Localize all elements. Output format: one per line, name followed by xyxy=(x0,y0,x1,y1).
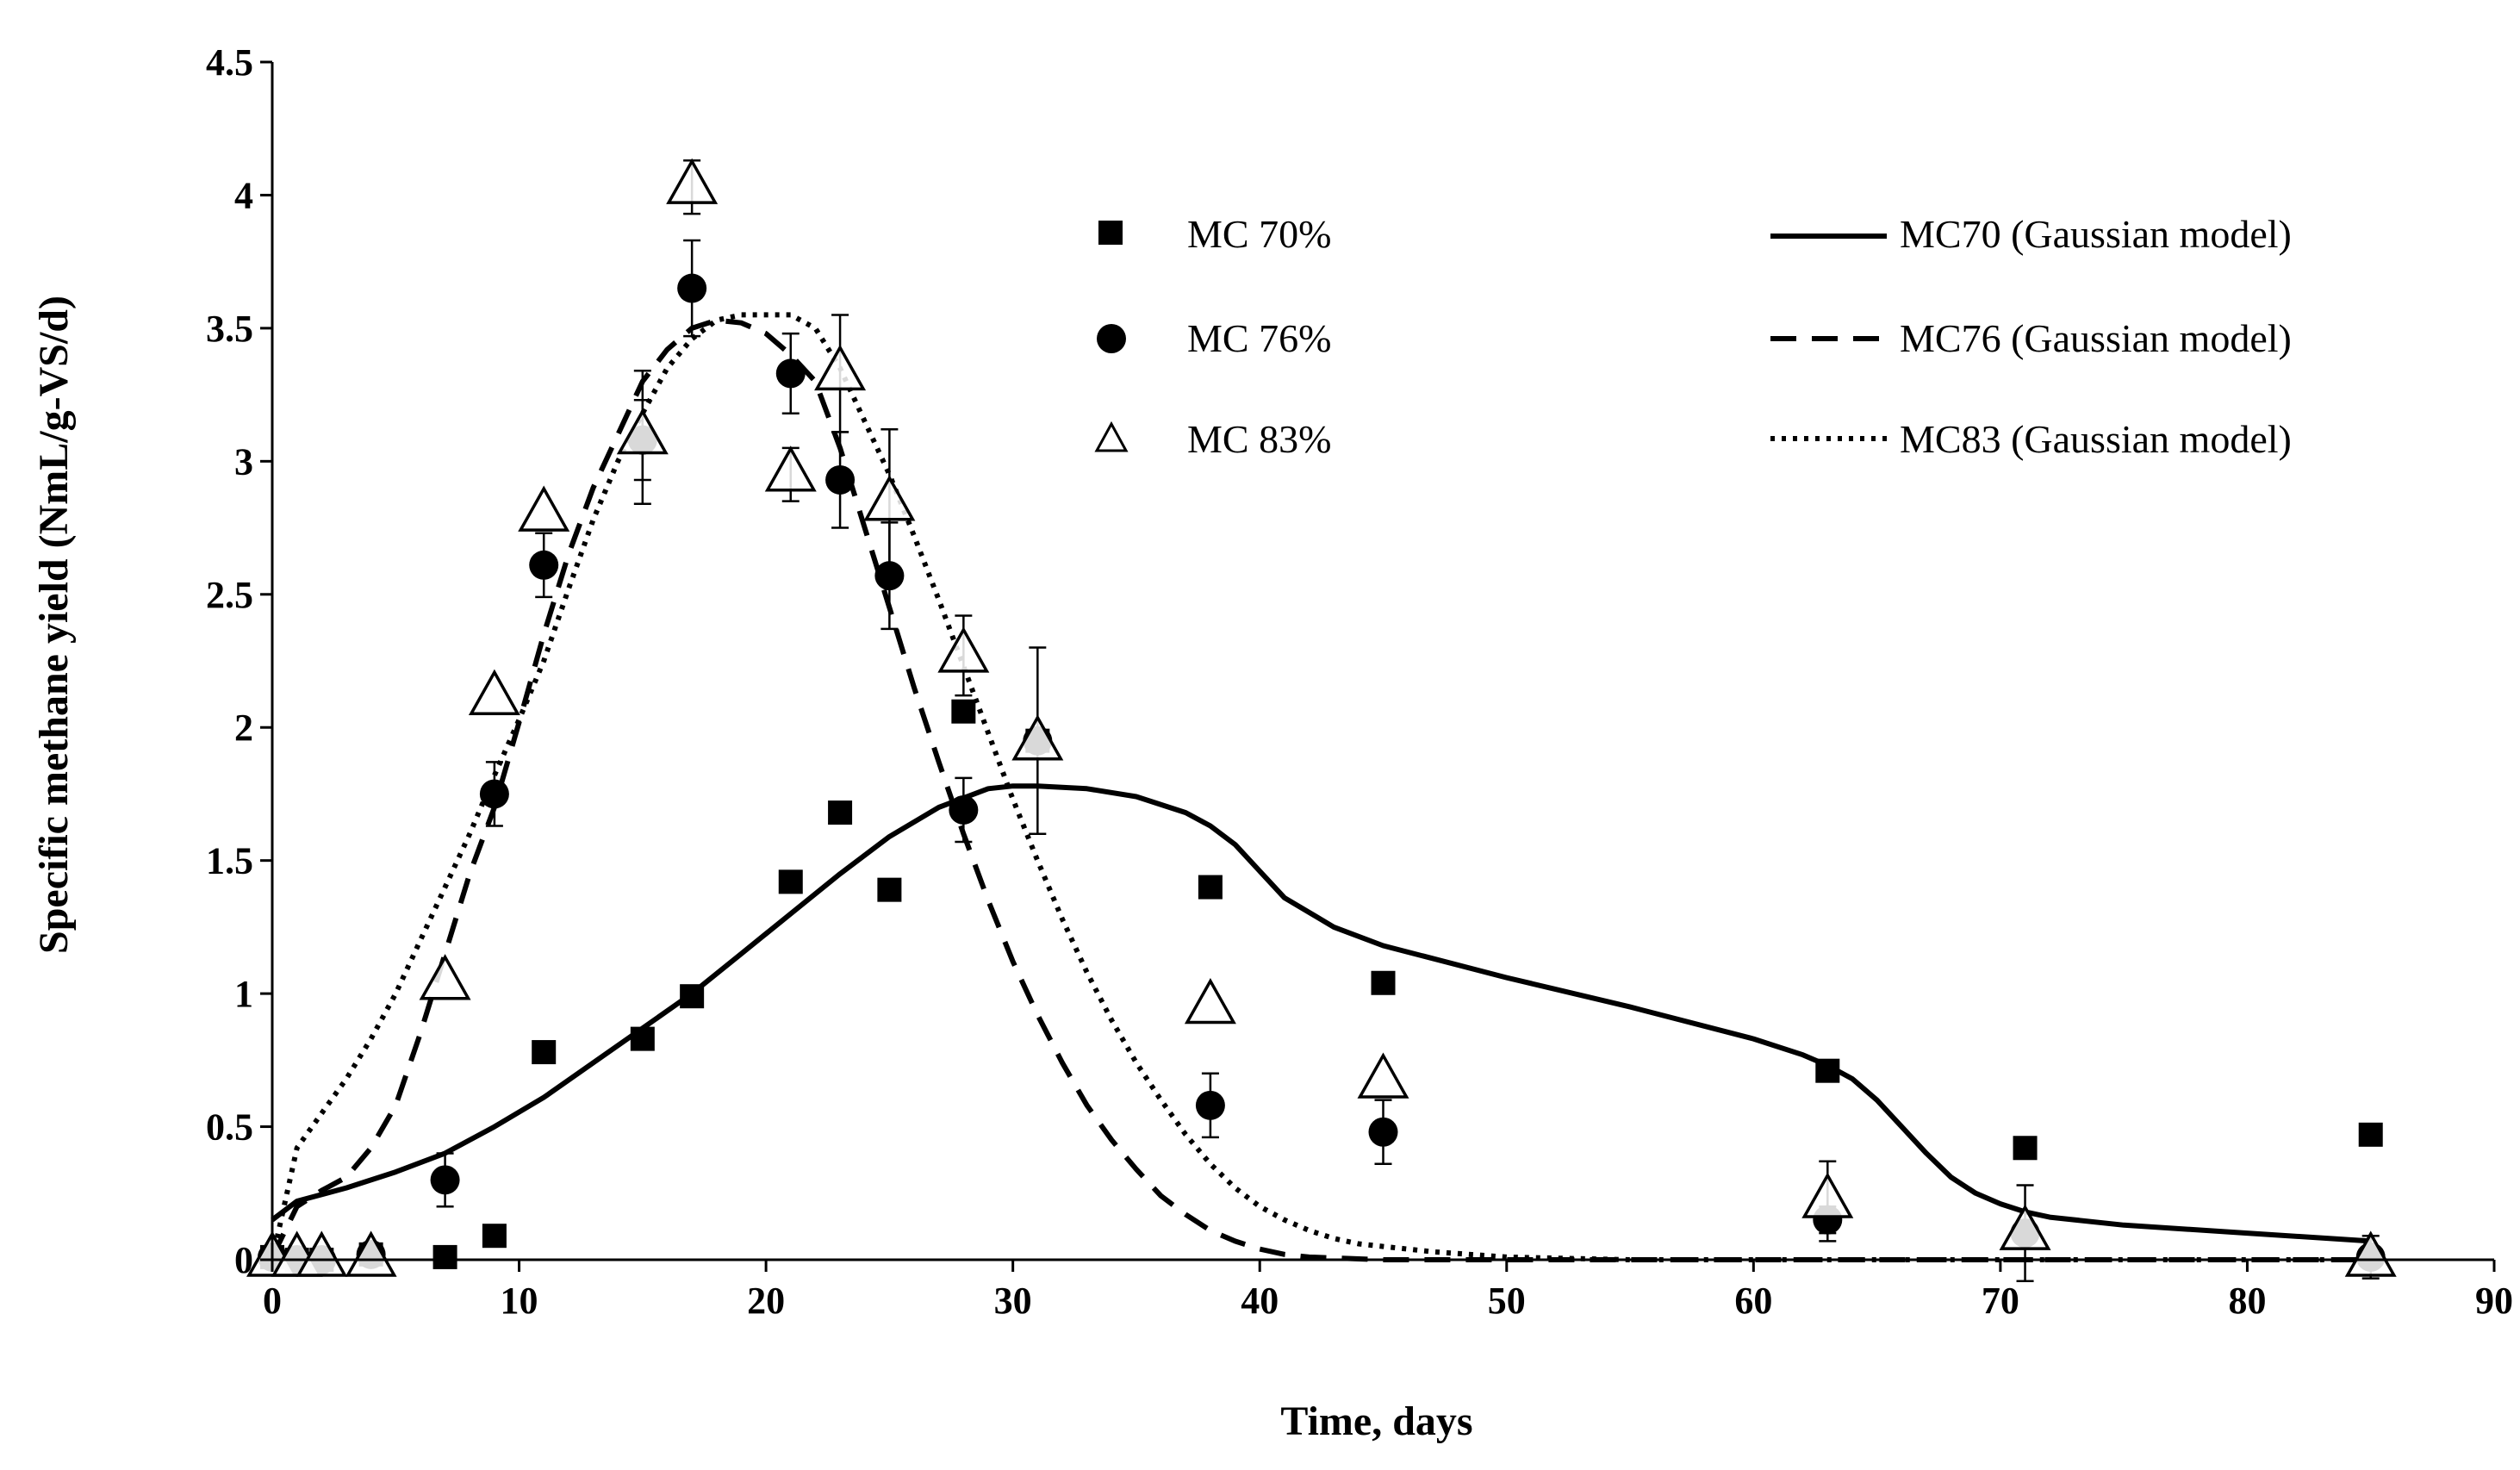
marker-mc83 xyxy=(1801,1172,1854,1218)
marker-mc83 xyxy=(419,954,471,1000)
marker-mc83 xyxy=(2344,1230,2397,1277)
marker-mc70 xyxy=(877,877,902,902)
model-curves xyxy=(270,312,2371,1262)
marker-mc76 xyxy=(825,464,856,495)
legend-label-mc70: MC 70% xyxy=(1187,212,1331,256)
legend-label-mc83: MC 83% xyxy=(1187,417,1331,461)
model-curve-dotted xyxy=(270,312,2371,1262)
marker-mc76 xyxy=(529,550,559,580)
y-tick-label: 4.5 xyxy=(206,41,253,84)
marker-mc83 xyxy=(1011,714,1064,761)
legend-item-mc83-model: MC83 (Gaussian model) xyxy=(1770,417,2292,461)
y-tick-label: 0.5 xyxy=(206,1106,253,1149)
legend-item-mc70: MC 70% xyxy=(1098,212,1331,256)
legend-label-mc76: MC 76% xyxy=(1187,316,1331,360)
model-curve-dashed xyxy=(270,317,2371,1262)
marker-mc83 xyxy=(764,445,817,492)
model-curve-solid xyxy=(271,783,2371,1244)
marker-mc83 xyxy=(666,158,719,204)
marker-mc70 xyxy=(1198,875,1223,900)
x-tick-label: 20 xyxy=(747,1280,785,1322)
legend: MC 70% MC 76% MC 83% MC70 (Gaussian mode… xyxy=(1094,212,2292,461)
x-tick-label: 40 xyxy=(1241,1280,1279,1322)
marker-mc83 xyxy=(1357,1052,1409,1099)
marker-mc83 xyxy=(1999,1204,2051,1250)
legend-item-mc76: MC 76% xyxy=(1097,316,1331,360)
marker-mc70 xyxy=(2013,1136,2038,1161)
marker-mc83 xyxy=(863,475,916,521)
marker-mc83 xyxy=(518,485,570,532)
y-tick-label: 2.5 xyxy=(206,574,253,616)
marker-mc70 xyxy=(778,869,803,894)
marker-mc83 xyxy=(1184,977,1236,1025)
marker-mc70 xyxy=(1371,970,1396,995)
marker-mc70 xyxy=(828,800,853,825)
marker-mc70 xyxy=(630,1026,655,1051)
legend-label-mc70-model: MC70 (Gaussian model) xyxy=(1900,212,2292,256)
marker-mc83 xyxy=(468,669,520,715)
marker-mc83 xyxy=(345,1230,397,1277)
y-tick-label: 2 xyxy=(234,707,253,749)
marker-mc83 xyxy=(296,1230,348,1277)
legend-marker-triangle xyxy=(1094,420,1129,452)
y-tick-label: 3.5 xyxy=(206,308,253,350)
marker-mc70 xyxy=(680,984,705,1009)
y-tick-label: 3 xyxy=(234,440,253,483)
marker-mc70 xyxy=(2358,1122,2383,1147)
x-axis-title: Time, days xyxy=(1280,1398,1472,1444)
legend-label-mc83-model: MC83 (Gaussian model) xyxy=(1900,417,2292,461)
x-tick-label: 80 xyxy=(2228,1280,2266,1322)
legend-label-mc76-model: MC76 (Gaussian model) xyxy=(1900,316,2292,360)
tick-labels: 0 0.5 1 1.5 2 2.5 3 3.5 4 4.5 0 10 20 30 40 50 60 70 80 90 xyxy=(206,41,2513,1322)
x-tick-label: 50 xyxy=(1488,1280,1526,1322)
x-tick-label: 30 xyxy=(994,1280,1032,1322)
marker-mc76 xyxy=(1195,1090,1225,1120)
marker-mc70 xyxy=(951,699,976,724)
marker-mc70 xyxy=(432,1244,457,1269)
marker-mc76 xyxy=(1368,1117,1398,1147)
marker-mc76 xyxy=(479,779,509,809)
legend-item-mc70-model: MC70 (Gaussian model) xyxy=(1770,212,2292,256)
marker-mc83 xyxy=(814,344,867,391)
data-markers xyxy=(246,158,2397,1277)
legend-marker-circle xyxy=(1097,324,1126,353)
x-tick-label: 60 xyxy=(1734,1280,1772,1322)
marker-mc70 xyxy=(532,1040,557,1065)
x-tick-label: 0 xyxy=(263,1280,282,1322)
legend-item-mc83: MC 83% xyxy=(1094,417,1331,461)
y-tick-label: 1.5 xyxy=(206,840,253,882)
x-tick-label: 90 xyxy=(2475,1280,2513,1322)
y-tick-label: 0 xyxy=(234,1239,253,1281)
y-axis-title: Specific methane yield (NmL/g-VS/d) xyxy=(31,296,77,954)
y-tick-label: 1 xyxy=(234,973,253,1015)
legend-item-mc76-model: MC76 (Gaussian model) xyxy=(1770,316,2292,360)
marker-mc83 xyxy=(616,408,669,455)
axes xyxy=(260,60,2496,1272)
marker-mc76 xyxy=(677,273,707,303)
x-tick-label: 10 xyxy=(501,1280,538,1322)
marker-mc76 xyxy=(430,1165,460,1195)
marker-mc76 xyxy=(949,794,979,825)
legend-marker-square xyxy=(1098,221,1123,245)
marker-mc76 xyxy=(874,561,905,591)
marker-mc76 xyxy=(775,358,806,389)
marker-mc83 xyxy=(937,626,990,673)
marker-mc70 xyxy=(1815,1058,1840,1083)
x-tick-label: 70 xyxy=(1982,1280,2019,1322)
y-tick-label: 4 xyxy=(234,174,253,216)
marker-mc70 xyxy=(482,1224,507,1249)
